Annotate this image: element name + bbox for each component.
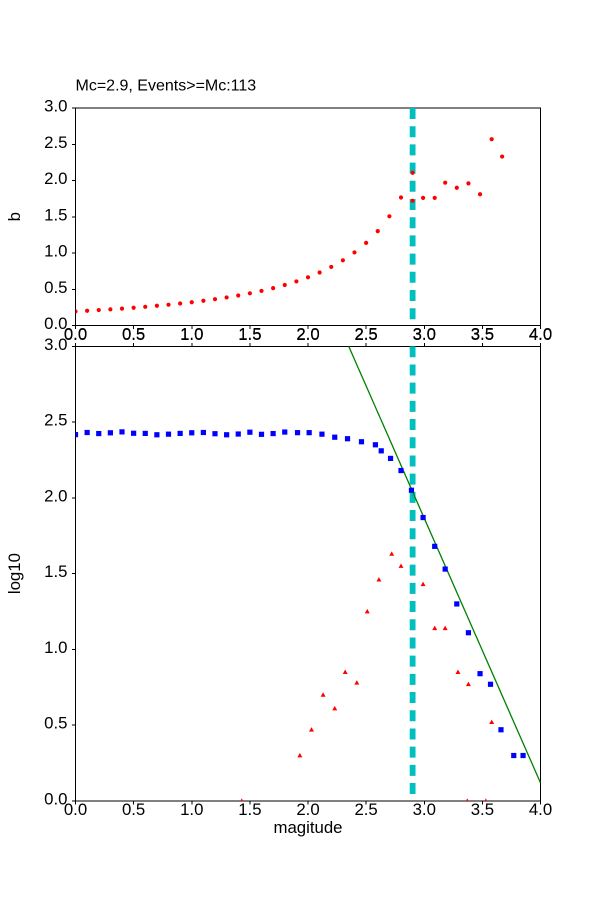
svg-text:2.0: 2.0 bbox=[44, 169, 67, 188]
svg-text:0.5: 0.5 bbox=[44, 278, 67, 297]
svg-text:log10: log10 bbox=[5, 553, 24, 594]
svg-text:1.5: 1.5 bbox=[44, 562, 67, 581]
svg-text:2.5: 2.5 bbox=[44, 133, 67, 152]
svg-text:2.0: 2.0 bbox=[44, 486, 67, 505]
svg-text:0.5: 0.5 bbox=[44, 714, 67, 733]
svg-text:1.0: 1.0 bbox=[44, 638, 67, 657]
svg-text:3.5: 3.5 bbox=[471, 325, 494, 344]
svg-text:1.5: 1.5 bbox=[44, 205, 67, 224]
svg-text:0.5: 0.5 bbox=[122, 800, 145, 819]
svg-text:0.0: 0.0 bbox=[64, 800, 87, 819]
svg-text:3.0: 3.0 bbox=[413, 325, 436, 344]
svg-text:4.0: 4.0 bbox=[529, 325, 552, 344]
svg-text:1.0: 1.0 bbox=[180, 325, 203, 344]
svg-text:magitude: magitude bbox=[273, 818, 342, 837]
svg-text:1.0: 1.0 bbox=[180, 800, 203, 819]
svg-text:Mc=2.9, Events>=Mc:113: Mc=2.9, Events>=Mc:113 bbox=[76, 78, 257, 95]
svg-text:b: b bbox=[5, 212, 24, 221]
svg-text:2.5: 2.5 bbox=[354, 325, 377, 344]
svg-text:0.5: 0.5 bbox=[122, 325, 145, 344]
svg-text:3.0: 3.0 bbox=[44, 97, 67, 116]
svg-text:3.0: 3.0 bbox=[413, 800, 436, 819]
svg-text:1.0: 1.0 bbox=[44, 242, 67, 261]
svg-text:3.5: 3.5 bbox=[471, 800, 494, 819]
svg-text:2.5: 2.5 bbox=[44, 411, 67, 430]
svg-text:2.0: 2.0 bbox=[296, 800, 319, 819]
svg-text:2.0: 2.0 bbox=[296, 325, 319, 344]
svg-text:2.5: 2.5 bbox=[354, 800, 377, 819]
svg-text:0.0: 0.0 bbox=[64, 325, 87, 344]
svg-text:1.5: 1.5 bbox=[238, 800, 261, 819]
svg-text:4.0: 4.0 bbox=[529, 800, 552, 819]
svg-text:1.5: 1.5 bbox=[238, 325, 261, 344]
